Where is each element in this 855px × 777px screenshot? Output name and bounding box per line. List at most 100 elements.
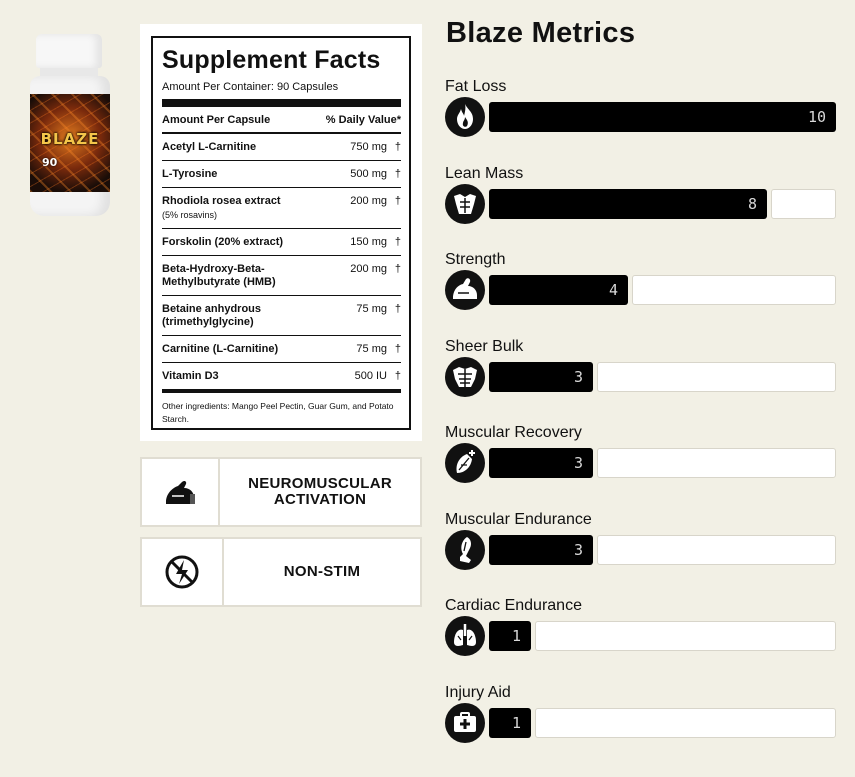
muscle-repair-icon [445,443,485,483]
metric-bar-fill: 1 [489,621,531,651]
ingredient-name: Beta-Hydroxy-Beta-Methylbutyrate (HMB) [162,263,276,288]
bottle-body: BLAZE 90 [30,76,110,216]
facts-col-dv: % Daily Value* [325,114,401,126]
facts-divider [162,99,401,107]
daily-value: † [394,370,401,382]
label-texture [30,94,110,192]
badge-neuromuscular: NEUROMUSCULAR ACTIVATION [140,457,422,527]
ingredient-name: Carnitine (L-Carnitine) [162,343,279,355]
metric-bar-fill: 3 [489,448,593,478]
flexed-arm-icon [166,480,196,504]
metric-value: 8 [747,194,757,213]
lungs-icon [445,616,485,656]
facts-row: Rhodiola rosea extract (5% rosavins) 200 m… [162,188,401,229]
metric-lean-mass: Lean Mass 8 [445,165,837,235]
ingredient-name: L-Tyrosine [162,168,218,180]
badge-icon-cell [142,539,224,605]
bicep-icon [445,270,485,310]
metric-value: 1 [511,627,521,645]
facts-row: L-Tyrosine 500 mg † [162,161,401,188]
daily-value: † [394,343,401,355]
metric-bar-fill: 3 [489,534,593,565]
badge-text: NEUROMUSCULAR ACTIVATION [248,475,392,508]
metric-label: Sheer Bulk [445,337,524,355]
daily-value: † [394,168,401,180]
facts-ingredient: L-Tyrosine [162,168,217,181]
daily-value: † [394,141,401,153]
facts-row: Betaine anhydrous (trimethylglycine) 75 m… [162,296,401,336]
amount-value: 500 IU [354,370,387,382]
ingredient-name: Forskolin (20% extract) [162,236,284,248]
metric-value: 3 [573,540,583,559]
amount-value: 500 mg [350,168,387,180]
ingredient-amount: 75 mg † [356,343,401,356]
metric-cardiac-endurance: Cardiac Endurance 1 [445,597,837,667]
metrics-title: Blaze Metrics [446,17,636,49]
facts-title: Supplement Facts [162,46,381,74]
facts-ingredient: Acetyl L-Carnitine [162,141,256,154]
metric-label: Muscular Endurance [445,510,592,528]
facts-row: Carnitine (L-Carnitine) 75 mg † [162,336,401,363]
metric-value: 1 [511,713,521,732]
amount-value: 750 mg [350,141,387,153]
facts-ingredient: Vitamin D3 [162,370,219,383]
metric-muscular-recovery: Muscular Recovery 3 [445,424,837,494]
bottle-cap [36,34,102,68]
ingredient-amount: 500 IU † [355,370,401,383]
daily-value: † [394,236,401,248]
ingredient-amount: 500 mg † [350,168,401,181]
flame-icon [445,97,485,137]
metric-bar-fill: 4 [489,275,628,305]
ingredient-name: Acetyl L-Carnitine [162,141,257,153]
facts-row: Beta-Hydroxy-Beta-Methylbutyrate (HMB) 20… [162,256,401,296]
facts-row: Acetyl L-Carnitine 750 mg † [162,134,401,161]
metric-injury-aid: Injury Aid 1 [445,684,837,754]
metric-bar-remainder [535,707,836,738]
metric-fat-loss: Fat Loss 10 [445,78,837,148]
facts-header-row: Amount Per Capsule % Daily Value* [162,107,401,134]
metric-bar-fill: 8 [489,188,767,219]
metric-value: 4 [608,281,618,299]
metric-label: Lean Mass [445,164,524,182]
metric-bar-fill: 1 [489,707,531,738]
metric-label: Cardiac Endurance [445,597,582,614]
leg-muscle-icon [445,529,485,570]
amount-value: 200 mg [350,195,387,207]
ingredient-amount: 150 mg † [350,236,401,249]
supplement-facts-panel: Supplement Facts Amount Per Container: 9… [140,24,422,441]
supplement-facts-box: Supplement Facts Amount Per Container: 9… [151,36,411,430]
badge-icon-cell [142,459,221,525]
bottle-count: 90 [42,156,58,169]
first-aid-icon [445,702,485,743]
ingredient-name: Vitamin D3 [162,370,219,382]
metric-value: 3 [573,454,583,472]
facts-rows: Acetyl L-Carnitine 750 mg † L-Tyrosine 500 m… [162,134,401,389]
badge-text: NON-STIM [283,563,361,580]
metric-bar-remainder [597,448,836,478]
daily-value: † [394,303,401,315]
bottle-label: BLAZE 90 [30,94,110,192]
badge-non-stim: NON-STIM [140,537,422,607]
serving-info: Amount Per Container: 90 Capsules [162,81,339,93]
other-ingredients: Other ingredients: Mango Peel Pectin, Gu… [162,401,394,424]
metric-value: 10 [807,108,826,126]
metric-bar-remainder [632,275,836,305]
metric-bar-remainder [597,534,836,565]
metric-bar-fill: 3 [489,361,593,392]
metric-bar-fill: 10 [489,102,836,132]
amount-value: 150 mg [350,236,387,248]
daily-value: † [394,263,401,275]
metric-bar-remainder [535,621,836,651]
amount-value: 75 mg [356,343,387,355]
facts-ingredient: Forskolin (20% extract) [162,236,283,249]
bottle-logo: BLAZE [40,130,100,148]
product-bottle-image: BLAZE 90 [30,34,110,216]
ingredient-amount: 200 mg † [350,195,401,208]
facts-ingredient: Betaine anhydrous (trimethylglycine) [162,303,282,329]
amount-value: 75 mg [356,303,387,315]
metric-sheer-bulk: Sheer Bulk 3 [445,338,837,408]
metric-label: Injury Aid [445,683,511,701]
ingredient-amount: 75 mg † [356,303,401,316]
metric-label: Muscular Recovery [445,424,582,441]
muscle-torso-icon [445,356,485,397]
